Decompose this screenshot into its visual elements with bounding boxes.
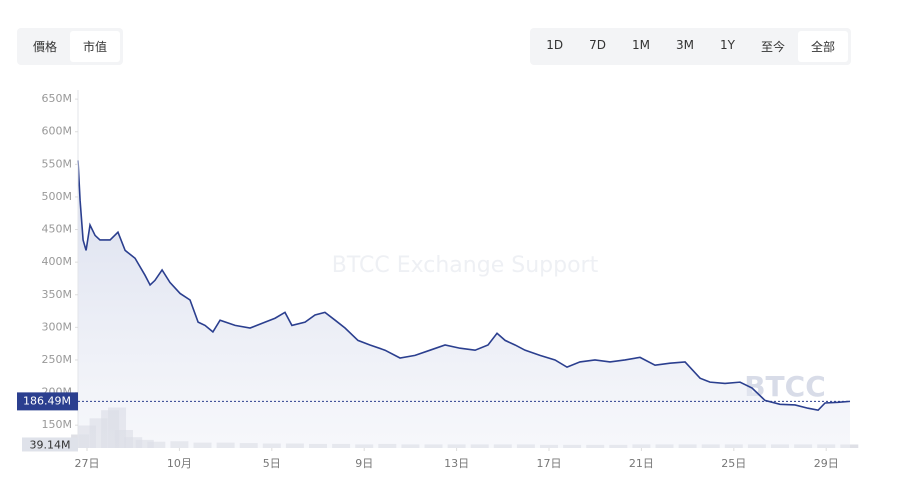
volume-bar bbox=[747, 444, 766, 448]
tab[interactable]: 市值 bbox=[70, 31, 121, 62]
y-tick-label: 250M bbox=[42, 353, 73, 366]
x-tick-label: 5日 bbox=[263, 457, 281, 470]
volume-bar bbox=[108, 407, 127, 448]
volume-bar bbox=[147, 441, 166, 448]
volume-bar bbox=[771, 444, 790, 448]
volume-bar bbox=[516, 444, 535, 448]
volume-bar bbox=[401, 444, 420, 448]
volume-bar bbox=[71, 434, 90, 448]
tab[interactable]: 1Y bbox=[720, 38, 735, 52]
volume-label: 39.14M bbox=[30, 438, 71, 451]
volume-bar bbox=[378, 443, 397, 448]
volume-bar bbox=[840, 444, 859, 448]
volume-bar bbox=[563, 444, 582, 448]
range-tabs: 1D 7D 1M 3M 1Y 至今 全部 bbox=[530, 28, 851, 65]
volume-bar bbox=[135, 439, 154, 448]
x-tick-label: 9日 bbox=[355, 457, 373, 470]
x-tick-label: 25日 bbox=[721, 457, 746, 470]
volume-bar bbox=[89, 418, 108, 448]
volume-box bbox=[22, 437, 78, 452]
volume-bar bbox=[355, 444, 374, 448]
volume-bar bbox=[424, 444, 443, 448]
y-tick-label: 350M bbox=[42, 288, 73, 301]
volume-bar bbox=[817, 444, 836, 448]
volume-bar bbox=[493, 444, 512, 448]
tab[interactable]: 價格 bbox=[33, 40, 58, 54]
current-label: 186.49M bbox=[23, 394, 71, 407]
volume-bar bbox=[78, 425, 97, 448]
y-tick-label: 500M bbox=[42, 190, 73, 203]
tab[interactable]: 7D bbox=[589, 38, 606, 52]
volume-bar bbox=[170, 441, 189, 448]
x-tick-label: 10月 bbox=[167, 457, 192, 470]
tab[interactable]: 1M bbox=[632, 38, 650, 52]
volume-bar bbox=[678, 444, 697, 448]
volume-bar bbox=[332, 443, 351, 448]
x-tick-label: 21日 bbox=[629, 457, 654, 470]
volume-bar bbox=[586, 444, 605, 448]
x-tick-label: 27日 bbox=[75, 457, 100, 470]
x-tick-label: 13日 bbox=[444, 457, 469, 470]
y-tick-label: 550M bbox=[42, 157, 73, 170]
volume-bar bbox=[540, 444, 559, 448]
y-tick-label: 600M bbox=[42, 125, 73, 138]
x-tick-label: 17日 bbox=[537, 457, 562, 470]
tab[interactable]: 1D bbox=[546, 38, 564, 52]
y-tick-label: 650M bbox=[42, 92, 73, 105]
volume-bar bbox=[114, 430, 133, 448]
x-tick-label: 29日 bbox=[814, 457, 839, 470]
tab[interactable]: 至今 bbox=[760, 40, 785, 54]
watermark: BTCC Exchange Support bbox=[332, 253, 599, 278]
line bbox=[77, 160, 851, 412]
volume-bar bbox=[470, 444, 489, 448]
tab[interactable]: 3M bbox=[676, 38, 694, 52]
y-tick-label: 200M bbox=[42, 386, 73, 399]
tab[interactable]: 全部 bbox=[797, 31, 848, 62]
volume-bar bbox=[124, 437, 143, 448]
volume-bar bbox=[701, 444, 720, 448]
volume-bar bbox=[239, 443, 258, 448]
y-tick-label: 150M bbox=[42, 418, 73, 431]
y-tick-label: 300M bbox=[42, 320, 73, 333]
volume-bar bbox=[262, 443, 281, 448]
volume-bar bbox=[632, 444, 651, 448]
y-tick-label: 400M bbox=[42, 255, 73, 268]
current-box bbox=[17, 392, 78, 411]
volume-bar bbox=[447, 444, 466, 448]
area bbox=[78, 160, 850, 449]
volume-bar bbox=[101, 410, 120, 448]
volume-bar bbox=[285, 443, 304, 448]
volume-bar bbox=[193, 442, 212, 448]
view-tabs: 價格 市值 bbox=[17, 28, 124, 65]
logo: BTCC bbox=[744, 370, 826, 403]
volume-bar bbox=[794, 444, 813, 448]
y-tick-label: 450M bbox=[42, 223, 73, 236]
volume-bar bbox=[216, 442, 235, 448]
volume-bar bbox=[724, 444, 743, 448]
volume-bar bbox=[609, 444, 628, 448]
volume-bar bbox=[655, 444, 674, 448]
volume-bar bbox=[309, 443, 328, 448]
